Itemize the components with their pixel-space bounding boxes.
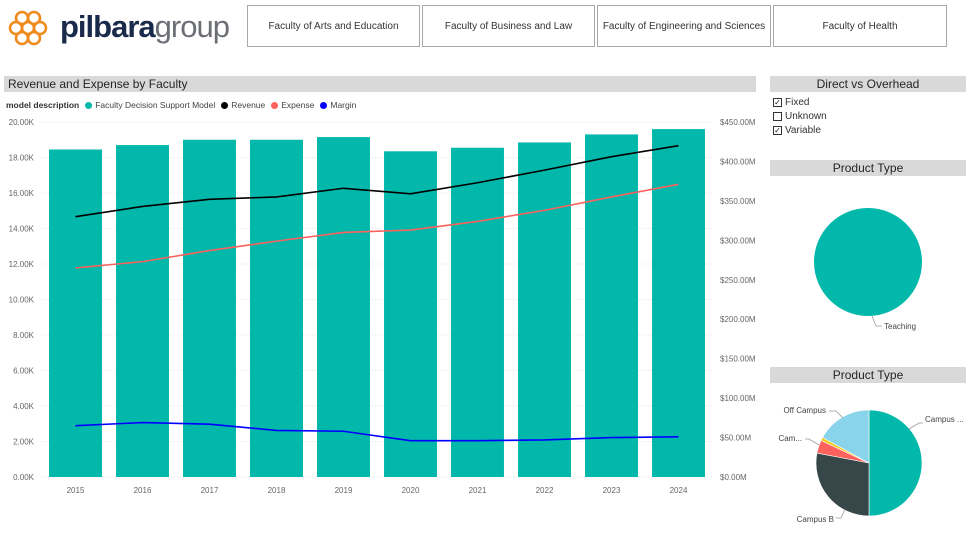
revenue-expense-chart: 0.00K 2.00K 4.00K 6.00K 8.00K 10.00K 12.00K 14.… — [9, 118, 756, 495]
pie-label: Teaching — [884, 322, 916, 331]
y-right-tick-label: $150.00M — [720, 355, 756, 364]
bar — [116, 145, 169, 477]
logo: pilbaragroup — [8, 6, 233, 48]
pie-label: Campus ... — [925, 415, 964, 424]
x-tick-label: 2019 — [335, 486, 353, 495]
pie-label: Campus B — [797, 515, 834, 524]
x-tick-label: 2017 — [201, 486, 219, 495]
y-left-tick-label: 20.00K — [9, 118, 35, 127]
legend-item-fdsm[interactable]: Faculty Decision Support Model — [85, 100, 215, 110]
pie-label: Off Campus — [783, 406, 826, 415]
legend-item-label: Expense — [281, 100, 315, 110]
y-right-tick-label: $400.00M — [720, 157, 756, 166]
bar — [317, 137, 370, 477]
legend-dot-icon — [320, 101, 328, 109]
checkbox-label: Fixed — [785, 97, 810, 108]
legend-dot-icon — [221, 101, 229, 109]
legend-item-expense[interactable]: Expense — [271, 100, 314, 110]
checkbox-icon[interactable] — [773, 112, 782, 121]
bar — [585, 134, 638, 478]
bar — [49, 149, 102, 477]
main-chart-legend: model description Faculty Decision Suppo… — [6, 100, 356, 110]
y-right-tick-label: $350.00M — [720, 197, 756, 206]
x-tick-label: 2021 — [469, 486, 487, 495]
product-type-pie-1: Teaching — [814, 208, 922, 331]
y-right-tick-label: $50.00M — [720, 434, 751, 443]
bar — [518, 142, 571, 477]
bar — [384, 151, 437, 477]
y-right-tick-label: $450.00M — [720, 118, 756, 127]
checkbox-unknown[interactable]: Unknown — [773, 111, 827, 122]
y-left-tick-label: 14.00K — [9, 225, 35, 234]
y-right-tick-label: $300.00M — [720, 236, 756, 245]
pie-slice — [868, 409, 923, 517]
legend-item-margin[interactable]: Margin — [320, 100, 356, 110]
faculty-arts-education-button[interactable]: Faculty of Arts and Education — [247, 5, 420, 47]
x-tick-label: 2016 — [134, 486, 152, 495]
pie-leader-line — [829, 410, 844, 419]
y-left-tick-label: 10.00K — [9, 296, 35, 305]
faculty-health-button[interactable]: Faculty of Health — [773, 5, 947, 47]
y-left-tick-label: 16.00K — [9, 189, 35, 198]
legend-item-revenue[interactable]: Revenue — [221, 100, 265, 110]
y-left-tick-label: 0.00K — [13, 473, 35, 482]
logo-mark-icon — [8, 10, 48, 46]
legend-dot-icon — [85, 101, 93, 109]
x-tick-label: 2015 — [67, 486, 85, 495]
checkbox-label: Variable — [785, 125, 821, 136]
product-type-title-1: Product Type — [770, 160, 966, 176]
product-type-title-2: Product Type — [770, 367, 966, 383]
y-left-tick-label: 12.00K — [9, 260, 35, 269]
bar — [652, 129, 705, 477]
logo-text: pilbaragroup — [60, 8, 230, 46]
pie-leader-line — [908, 422, 923, 430]
checkbox-icon[interactable]: ✓ — [773, 125, 782, 135]
logo-text-part1: pilbara — [60, 9, 156, 44]
x-tick-label: 2018 — [268, 486, 286, 495]
bar — [451, 147, 504, 478]
y-left-tick-label: 8.00K — [13, 331, 35, 340]
faculty-business-law-button[interactable]: Faculty of Business and Law — [422, 5, 595, 47]
faculty-engineering-sciences-button[interactable]: Faculty of Engineering and Sciences — [597, 5, 771, 47]
legend-dot-icon — [271, 101, 279, 109]
y-left-tick-label: 4.00K — [13, 402, 35, 411]
series-line-margin — [75, 421, 679, 442]
y-left-tick-label: 6.00K — [13, 367, 35, 376]
pie-leader-line — [871, 315, 882, 327]
checkbox-icon[interactable]: ✓ — [773, 97, 782, 107]
checkbox-variable[interactable]: ✓ Variable — [773, 125, 821, 136]
x-tick-label: 2022 — [536, 486, 554, 495]
y-right-tick-label: $100.00M — [720, 394, 756, 403]
direct-vs-overhead-title: Direct vs Overhead — [770, 76, 966, 92]
checkbox-label: Unknown — [785, 111, 827, 122]
series-line-expense — [75, 183, 679, 269]
y-right-tick-label: $0.00M — [720, 473, 747, 482]
y-left-tick-label: 2.00K — [13, 438, 35, 447]
checkbox-fixed[interactable]: ✓ Fixed — [773, 97, 809, 108]
pie-leader-line — [805, 438, 820, 446]
legend-item-label: Faculty Decision Support Model — [95, 100, 216, 110]
legend-item-label: Margin — [330, 100, 357, 110]
x-tick-label: 2024 — [670, 486, 688, 495]
product-type-pie-2: Campus ... Campus B Cam... Off Campus — [778, 406, 964, 524]
y-right-tick-label: $200.00M — [720, 315, 756, 324]
x-tick-label: 2020 — [402, 486, 420, 495]
pie-leader-line — [836, 508, 846, 519]
logo-text-part2: group — [154, 9, 230, 44]
main-chart-title: Revenue and Expense by Faculty — [4, 76, 756, 92]
y-right-tick-label: $250.00M — [720, 276, 756, 285]
bar — [250, 139, 303, 477]
series-line-revenue — [75, 144, 679, 218]
y-left-tick-label: 18.00K — [9, 154, 35, 163]
x-tick-label: 2023 — [603, 486, 621, 495]
pie-slice — [814, 208, 922, 316]
bar — [183, 139, 236, 477]
pie-slice — [815, 452, 870, 517]
pie-label: Cam... — [778, 434, 802, 443]
legend-item-label: Revenue — [231, 100, 266, 110]
legend-label: model description — [6, 100, 80, 110]
